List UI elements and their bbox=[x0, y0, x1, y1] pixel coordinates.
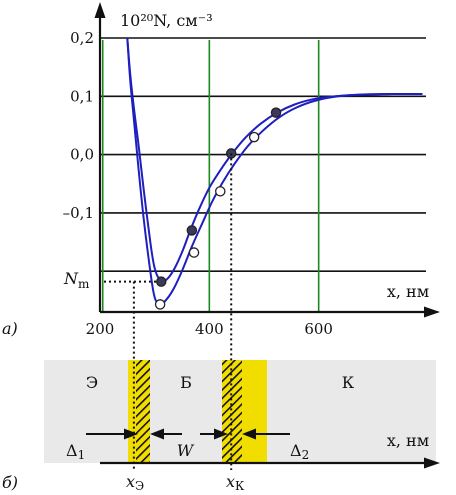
series-line-0 bbox=[126, 37, 423, 283]
delta2-arrowhead bbox=[242, 428, 256, 440]
y-tick-labels: 0,2 0,1 0,0 –0,1 bbox=[63, 29, 94, 222]
region-label-emitter: Э bbox=[86, 373, 98, 392]
series-0-point-0 bbox=[155, 276, 167, 287]
w-arrow-right-head bbox=[214, 428, 228, 440]
series-1-point-1 bbox=[188, 247, 200, 258]
horizontal-gridlines bbox=[100, 37, 426, 272]
junction-layer-emitter-hatch bbox=[136, 360, 150, 463]
chart-area: 0,2 0,1 0,0 –0,1 200 400 600 10²⁰N, см⁻³ x, н… bbox=[2, 2, 440, 338]
delta1-arrowhead bbox=[124, 428, 138, 440]
xk-label: xК bbox=[226, 472, 245, 493]
series-1-point-2 bbox=[215, 186, 226, 197]
xk-sub: К bbox=[235, 479, 245, 493]
nm-marker-symbol: N bbox=[63, 269, 79, 288]
delta1-symbol: Δ bbox=[66, 441, 78, 460]
series-line-1 bbox=[126, 37, 423, 306]
vertical-gridlines bbox=[101, 40, 320, 312]
structure-diagram: Э Б К Δ1 W Δ2 x, нм xЭ xК б) bbox=[2, 360, 440, 493]
xk-symbol: x bbox=[226, 472, 235, 491]
diagram-x-axis-arrowhead bbox=[424, 457, 440, 469]
y-tick-label-2: 0,0 bbox=[70, 146, 94, 164]
junction-layer-collector-hatch bbox=[222, 360, 242, 463]
series-lines bbox=[126, 37, 423, 306]
nm-marker-label: Nm bbox=[63, 269, 90, 291]
delta2-symbol: Δ bbox=[290, 441, 302, 460]
x-axis-arrowhead bbox=[424, 306, 440, 318]
xe-label: xЭ bbox=[126, 472, 144, 493]
nm-marker-subscript: m bbox=[78, 277, 90, 291]
series-1-point-3 bbox=[248, 131, 260, 143]
xe-symbol: x bbox=[126, 472, 135, 491]
x-tick-labels: 200 400 600 bbox=[86, 320, 333, 338]
y-axis-arrowhead bbox=[94, 2, 106, 18]
x-axis-label: x, нм bbox=[387, 282, 429, 301]
diagram-x-axis-label: x, нм bbox=[387, 431, 429, 450]
series-1-point-0 bbox=[154, 299, 166, 310]
guide-lines-to-diagram bbox=[132, 153, 233, 470]
panel-label-b: б) bbox=[2, 473, 18, 492]
series-0-point-3 bbox=[270, 107, 282, 118]
delta2-sub: 2 bbox=[302, 448, 310, 462]
panel-label-a: а) bbox=[2, 319, 18, 338]
x-tick-label-1: 400 bbox=[195, 320, 224, 338]
x-tick-label-2: 600 bbox=[304, 320, 333, 338]
y-tick-label-1: 0,1 bbox=[70, 87, 94, 105]
x-tick-label-0: 200 bbox=[86, 320, 115, 338]
series-0-point-1 bbox=[186, 225, 198, 236]
delta1-label: Δ1 bbox=[66, 441, 85, 462]
y-axis-label: 10²⁰N, см⁻³ bbox=[120, 11, 213, 30]
delta2-label: Δ2 bbox=[290, 441, 309, 462]
y-tick-label-3: –0,1 bbox=[63, 204, 94, 222]
w-label: W bbox=[177, 441, 195, 460]
series-points bbox=[154, 107, 282, 310]
xe-sub: Э bbox=[135, 479, 144, 493]
y-tick-label-0: 0,2 bbox=[70, 29, 94, 47]
delta1-sub: 1 bbox=[78, 448, 86, 462]
region-label-collector: К bbox=[342, 373, 355, 392]
series-0-point-2 bbox=[225, 148, 237, 159]
w-arrow-left-head bbox=[150, 428, 164, 440]
region-label-base: Б bbox=[180, 373, 192, 392]
